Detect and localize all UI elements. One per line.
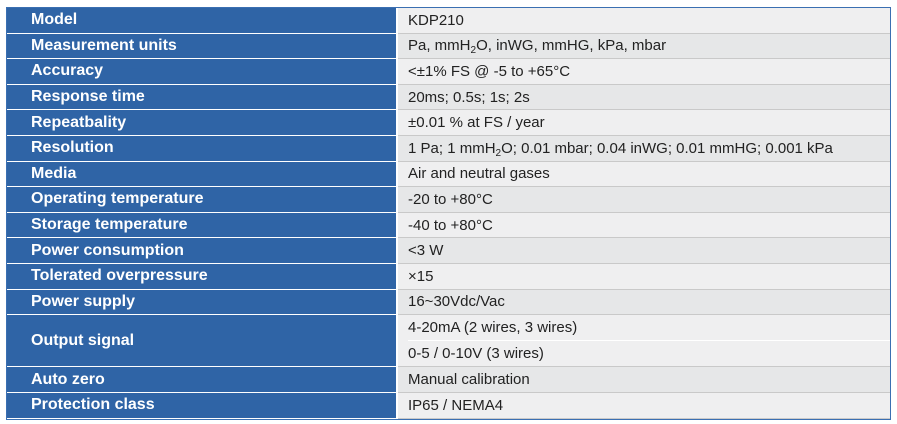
- table-row: Accuracy <±1% FS @ -5 to +65°C: [7, 58, 890, 85]
- table-row: Power consumption <3 W: [7, 237, 890, 264]
- row-value: ±0.01 % at FS / year: [397, 109, 890, 136]
- row-label: Model: [7, 8, 398, 34]
- row-label: Output signal: [7, 314, 398, 368]
- row-label: Repeatbality: [7, 109, 398, 136]
- row-value: 4-20mA (2 wires, 3 wires) 0-5 / 0-10V (3…: [397, 314, 890, 368]
- row-label: Accuracy: [7, 58, 398, 85]
- row-label: Tolerated overpressure: [7, 263, 398, 290]
- table-row: Output signal 4-20mA (2 wires, 3 wires) …: [7, 314, 890, 368]
- value-line: 0-5 / 0-10V (3 wires): [408, 340, 890, 366]
- table-row: Auto zero Manual calibration: [7, 366, 890, 393]
- table-row: Protection class IP65 / NEMA4: [7, 392, 890, 419]
- row-label: Power supply: [7, 289, 398, 316]
- value-text: 1 Pa; 1 mmH: [408, 139, 496, 157]
- table-row: Tolerated overpressure ×15: [7, 263, 890, 290]
- row-value: KDP210: [397, 8, 890, 34]
- table-row: Operating temperature -20 to +80°C: [7, 186, 890, 213]
- row-value: Air and neutral gases: [397, 161, 890, 188]
- row-label: Power consumption: [7, 237, 398, 264]
- row-label: Operating temperature: [7, 186, 398, 213]
- row-value: 20ms; 0.5s; 1s; 2s: [397, 84, 890, 111]
- table-row: Power supply 16~30Vdc/Vac: [7, 289, 890, 316]
- table-row: Response time 20ms; 0.5s; 1s; 2s: [7, 84, 890, 111]
- spec-table: Model KDP210 Measurement units Pa, mmH2O…: [6, 7, 891, 420]
- row-value: -40 to +80°C: [397, 212, 890, 239]
- row-value: IP65 / NEMA4: [397, 392, 890, 419]
- row-value: -20 to +80°C: [397, 186, 890, 213]
- table-row: Resolution 1 Pa; 1 mmH2O; 0.01 mbar; 0.0…: [7, 135, 890, 162]
- value-text: O; 0.01 mbar; 0.04 inWG; 0.01 mmHG; 0.00…: [501, 139, 833, 157]
- subscript: 2: [470, 45, 477, 57]
- table-row: Measurement units Pa, mmH2O, inWG, mmHG,…: [7, 33, 890, 60]
- subscript: 2: [495, 147, 502, 159]
- row-label: Storage temperature: [7, 212, 398, 239]
- row-label: Measurement units: [7, 33, 398, 60]
- row-label: Protection class: [7, 392, 398, 419]
- value-text: O, inWG, mmHG, kPa, mbar: [476, 37, 667, 55]
- table-row: Model KDP210: [7, 8, 890, 34]
- table-row: Repeatbality ±0.01 % at FS / year: [7, 109, 890, 136]
- row-value: <3 W: [397, 237, 890, 264]
- row-value: 16~30Vdc/Vac: [397, 289, 890, 316]
- row-label: Media: [7, 161, 398, 188]
- row-label: Auto zero: [7, 366, 398, 393]
- value-text: Pa, mmH: [408, 37, 471, 55]
- row-value: ×15: [397, 263, 890, 290]
- row-label: Response time: [7, 84, 398, 111]
- table-row: Storage temperature -40 to +80°C: [7, 212, 890, 239]
- row-value: Pa, mmH2O, inWG, mmHG, kPa, mbar: [397, 33, 890, 60]
- table-row: Media Air and neutral gases: [7, 161, 890, 188]
- row-value: <±1% FS @ -5 to +65°C: [397, 58, 890, 85]
- row-value: Manual calibration: [397, 366, 890, 393]
- row-value: 1 Pa; 1 mmH2O; 0.01 mbar; 0.04 inWG; 0.0…: [397, 135, 890, 162]
- row-label: Resolution: [7, 135, 398, 162]
- value-line: 4-20mA (2 wires, 3 wires): [408, 319, 578, 337]
